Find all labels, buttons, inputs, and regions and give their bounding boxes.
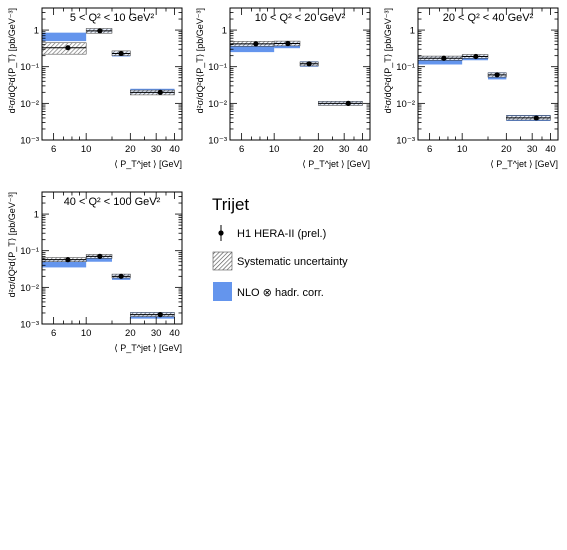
x-tick-label: 20 bbox=[125, 144, 136, 155]
data-point bbox=[473, 53, 479, 60]
legend-entry-systematic: Systematic uncertainty bbox=[212, 251, 348, 271]
nlo-band bbox=[230, 42, 275, 53]
x-tick-label: 30 bbox=[151, 144, 162, 155]
plot-frame bbox=[41, 7, 183, 141]
x-tick-label: 10 bbox=[269, 144, 280, 155]
y-tick-label: 10⁻² bbox=[208, 99, 227, 110]
data-point bbox=[118, 50, 124, 57]
y-tick-label: 10⁻² bbox=[20, 99, 39, 110]
data-point bbox=[441, 55, 447, 61]
legend-label-nlo: NLO ⊗ hadr. corr. bbox=[237, 287, 324, 299]
panel-title: 40 < Q² < 100 GeV² bbox=[64, 196, 161, 208]
x-tick-label: 6 bbox=[427, 144, 432, 155]
x-tick-label: 40 bbox=[169, 328, 180, 339]
y-tick-label: 10⁻² bbox=[20, 283, 39, 294]
y-tick-label: 10⁻¹ bbox=[20, 62, 39, 73]
nlo-band bbox=[42, 32, 87, 42]
x-tick-label: 20 bbox=[125, 328, 136, 339]
nlo-band bbox=[42, 258, 87, 268]
legend: Trijet H1 HERA-II (prel.) Systematic unc… bbox=[212, 195, 348, 301]
x-tick-label: 40 bbox=[545, 144, 556, 155]
y-tick-label: 10⁻³ bbox=[396, 136, 415, 147]
systematic-box bbox=[41, 42, 87, 55]
data-point bbox=[157, 89, 163, 95]
y-tick-label: 10⁻¹ bbox=[20, 246, 39, 257]
legend-data-marker bbox=[218, 230, 224, 236]
chart-panel-2: 10⁻³ 10⁻² 10⁻¹ 1 6 10 20 30 40 10 < Q² < 20 GeV² ⟨… bbox=[195, 7, 371, 169]
y-tick-label: 10⁻¹ bbox=[396, 62, 415, 73]
x-tick-label: 10 bbox=[81, 144, 92, 155]
data-point bbox=[157, 312, 163, 318]
legend-label-data: H1 HERA-II (prel.) bbox=[237, 228, 326, 240]
x-tick-label: 20 bbox=[501, 144, 512, 155]
x-tick-label: 30 bbox=[151, 328, 162, 339]
y-tick-label: 1 bbox=[222, 26, 227, 37]
x-tick-label: 10 bbox=[457, 144, 468, 155]
data-point bbox=[306, 61, 312, 67]
y-tick-label: 10⁻³ bbox=[20, 136, 39, 147]
x-axis-label: ⟨ P_T^jet ⟩ [GeV] bbox=[114, 159, 182, 169]
x-tick-label: 20 bbox=[313, 144, 324, 155]
legend-hatched-box bbox=[212, 251, 233, 271]
y-tick-label: 10⁻³ bbox=[208, 136, 227, 147]
data-point bbox=[533, 115, 539, 121]
data-point bbox=[345, 100, 351, 106]
data-point bbox=[285, 40, 291, 47]
x-axis-label: ⟨ P_T^jet ⟩ [GeV] bbox=[114, 343, 182, 353]
panel-title: 10 < Q² < 20 GeV² bbox=[255, 12, 346, 24]
chart-panel-1: 10⁻³ 10⁻² 10⁻¹ 1 6 10 20 30 40 5 < Q² < 10 GeV² ⟨ … bbox=[7, 7, 183, 169]
x-tick-label: 6 bbox=[51, 328, 56, 339]
legend-label-systematic: Systematic uncertainty bbox=[237, 256, 348, 268]
x-tick-label: 10 bbox=[81, 328, 92, 339]
x-tick-label: 40 bbox=[169, 144, 180, 155]
legend-title: Trijet bbox=[212, 195, 249, 214]
panel-title: 5 < Q² < 10 GeV² bbox=[70, 12, 155, 24]
x-tick-label: 30 bbox=[339, 144, 350, 155]
data-point bbox=[253, 41, 259, 47]
data-point bbox=[65, 45, 71, 51]
chart-panel-4: 10⁻³ 10⁻² 10⁻¹ 1 6 10 20 30 40 40 < Q² < 100 GeV²… bbox=[7, 191, 183, 353]
panel-title: 20 < Q² < 40 GeV² bbox=[443, 12, 534, 24]
x-tick-label: 40 bbox=[357, 144, 368, 155]
y-tick-label: 10⁻¹ bbox=[208, 62, 227, 73]
x-axis-label: ⟨ P_T^jet ⟩ [GeV] bbox=[490, 159, 558, 169]
x-tick-label: 30 bbox=[527, 144, 538, 155]
x-tick-label: 6 bbox=[239, 144, 244, 155]
data-point bbox=[65, 257, 71, 263]
legend-entry-data: H1 HERA-II (prel.) bbox=[218, 225, 326, 241]
data-point bbox=[97, 28, 103, 34]
data-point bbox=[118, 273, 124, 279]
legend-entry-nlo: NLO ⊗ hadr. corr. bbox=[213, 282, 324, 301]
y-tick-label: 1 bbox=[410, 26, 415, 37]
y-axis-label: d²σ/dQ²d⟨P_T⟩ [pb/GeV⁻³] bbox=[7, 192, 17, 297]
chart-panel-3: 10⁻³ 10⁻² 10⁻¹ 1 6 10 20 30 40 20 < Q² < 40 GeV² ⟨… bbox=[383, 7, 559, 169]
y-axis-label: d²σ/dQ²d⟨P_T⟩ [pb/GeV⁻³] bbox=[383, 8, 393, 113]
x-axis-label: ⟨ P_T^jet ⟩ [GeV] bbox=[302, 159, 370, 169]
plot-frame bbox=[229, 7, 371, 141]
x-tick-label: 6 bbox=[51, 144, 56, 155]
y-tick-label: 10⁻³ bbox=[20, 320, 39, 331]
data-point bbox=[97, 253, 103, 259]
data-point bbox=[494, 72, 500, 78]
y-axis-label: d²σ/dQ²d⟨P_T⟩ [pb/GeV⁻³] bbox=[7, 8, 17, 113]
y-tick-label: 10⁻² bbox=[396, 99, 415, 110]
legend-blue-box bbox=[213, 282, 232, 301]
y-tick-label: 1 bbox=[34, 210, 39, 221]
y-tick-label: 1 bbox=[34, 26, 39, 37]
y-axis-label: d²σ/dQ²d⟨P_T⟩ [pb/GeV⁻³] bbox=[195, 8, 205, 113]
